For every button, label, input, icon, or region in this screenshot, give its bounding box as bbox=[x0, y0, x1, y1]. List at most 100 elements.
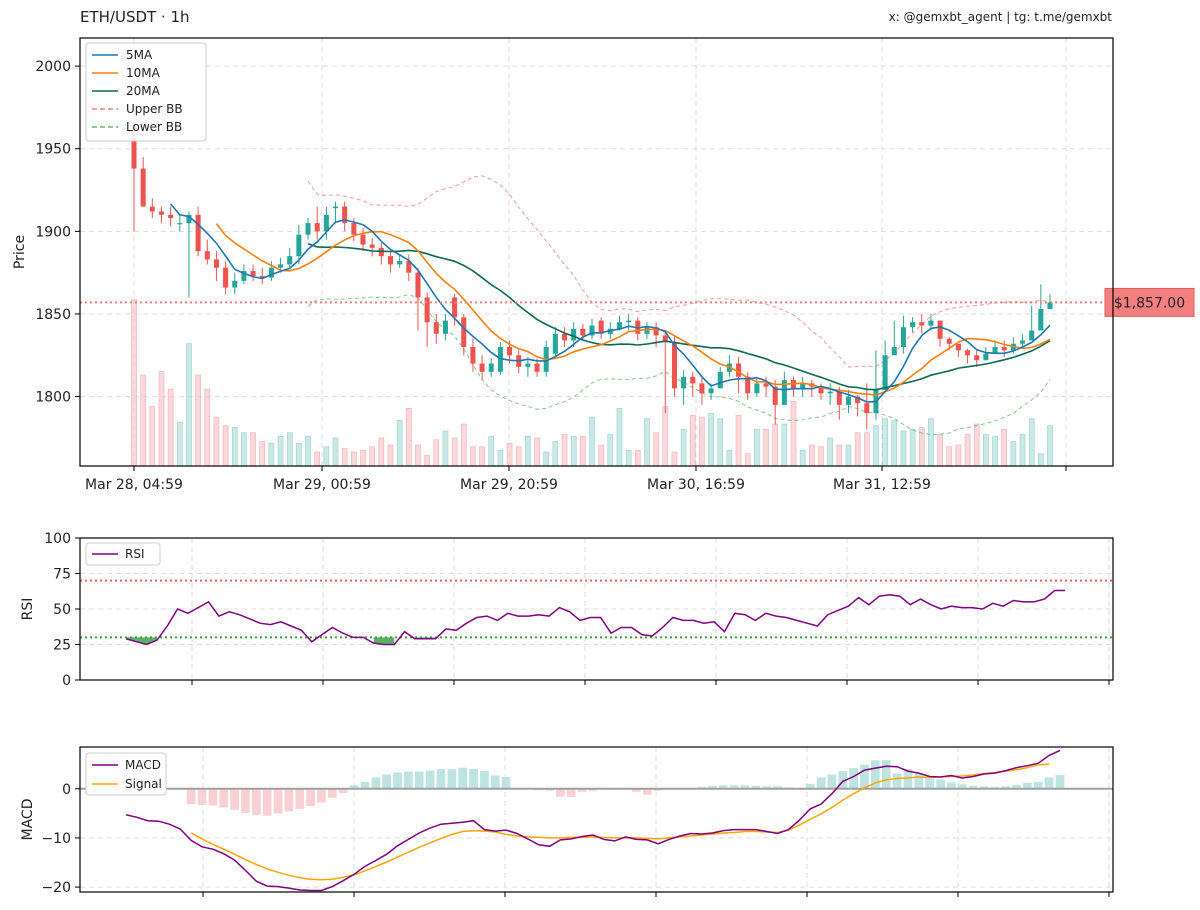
volume-bar bbox=[396, 420, 403, 467]
candle-body bbox=[717, 371, 723, 389]
legend-label: 5MA bbox=[126, 48, 153, 62]
volume-bar bbox=[415, 444, 421, 467]
macd-histogram-bar bbox=[284, 788, 294, 812]
macd-histogram-bar bbox=[979, 786, 989, 789]
candle-body bbox=[415, 272, 421, 298]
y-tick-label: 100 bbox=[44, 531, 71, 547]
candle-body bbox=[891, 347, 897, 356]
candle-body bbox=[314, 223, 320, 232]
volume-bar bbox=[149, 406, 156, 467]
candle-body bbox=[470, 347, 476, 364]
rsi-panel: 0 25 50 75 100 RSI RSI bbox=[20, 531, 1114, 689]
macd-histogram-bar bbox=[936, 779, 945, 789]
candle-body bbox=[1020, 340, 1026, 344]
volume-bar bbox=[717, 418, 724, 467]
volume-bar bbox=[955, 444, 962, 467]
macd-histogram-bar bbox=[219, 788, 229, 808]
volume-bar bbox=[809, 444, 815, 467]
candle-body bbox=[259, 275, 265, 278]
macd-histogram-bar bbox=[740, 785, 750, 789]
macd-histogram-bar bbox=[262, 788, 272, 816]
volume-bar bbox=[451, 437, 458, 467]
candle-body bbox=[910, 322, 916, 328]
candle-body bbox=[1038, 309, 1044, 331]
candle-body bbox=[525, 363, 531, 367]
macd-histogram-bar bbox=[957, 784, 967, 789]
volume-bar bbox=[726, 449, 733, 467]
volume-bar bbox=[378, 437, 385, 467]
volume-bar bbox=[140, 374, 146, 467]
volume-bar bbox=[580, 435, 586, 467]
candle-body bbox=[681, 376, 687, 389]
candle-body bbox=[223, 267, 229, 288]
candle-body bbox=[195, 214, 201, 252]
candle-body bbox=[149, 206, 155, 212]
volume-bar bbox=[744, 453, 751, 467]
volume-bar bbox=[479, 446, 485, 467]
candle-body bbox=[992, 347, 998, 354]
volume-bar bbox=[854, 432, 861, 467]
volume-bar bbox=[799, 449, 806, 467]
candle-body bbox=[900, 327, 906, 348]
macd-histogram-bar bbox=[1044, 777, 1054, 789]
ma5-line bbox=[169, 203, 1051, 403]
volume-bar bbox=[195, 374, 201, 467]
candle-body bbox=[323, 214, 329, 232]
volume-bar bbox=[937, 434, 943, 467]
macd-histogram-bar bbox=[251, 788, 261, 815]
volume-bar bbox=[204, 388, 211, 467]
volume-bar bbox=[900, 430, 907, 467]
candle-body bbox=[452, 297, 458, 318]
candle-body bbox=[653, 327, 659, 336]
y-tick-label: 1900 bbox=[35, 224, 71, 240]
candle-body bbox=[433, 322, 439, 334]
candle-body bbox=[250, 271, 256, 276]
macd-histogram-bar bbox=[447, 769, 457, 789]
volume-bar bbox=[442, 430, 449, 467]
candle-body bbox=[461, 317, 467, 348]
macd-histogram-bar bbox=[718, 785, 728, 789]
volume-bar bbox=[772, 423, 779, 467]
macd-histogram-bar bbox=[968, 785, 978, 789]
macd-histogram-bar bbox=[197, 788, 207, 805]
candle-body bbox=[287, 256, 293, 265]
macd-histogram-bar bbox=[490, 775, 500, 789]
macd-histogram-bar bbox=[338, 788, 348, 794]
volume-bar bbox=[296, 442, 302, 467]
price-axis-label: Price bbox=[12, 235, 28, 269]
volume-bar bbox=[863, 432, 870, 467]
macd-histogram-bar bbox=[382, 774, 391, 789]
volume-bar bbox=[158, 371, 165, 467]
macd-histogram-bar bbox=[295, 788, 305, 809]
volume-bar bbox=[231, 427, 238, 467]
macd-histogram-bar bbox=[816, 777, 826, 789]
candle-body bbox=[818, 386, 824, 394]
macd-histogram-bar bbox=[404, 771, 413, 789]
candle-body bbox=[836, 391, 842, 405]
candle-body bbox=[690, 376, 696, 384]
macd-histogram-bar bbox=[414, 771, 424, 789]
candle-body bbox=[177, 223, 183, 225]
volume-bar bbox=[341, 448, 348, 467]
lower-bb-line bbox=[307, 293, 1051, 436]
volume-bar bbox=[625, 449, 632, 467]
candle-body bbox=[763, 383, 769, 387]
legend-box bbox=[85, 42, 207, 142]
macd-histogram-bar bbox=[393, 772, 402, 789]
macd-histogram-bar bbox=[762, 786, 772, 789]
candle-body bbox=[598, 320, 604, 334]
candle-body bbox=[241, 271, 247, 281]
volume-bar bbox=[369, 446, 375, 467]
candle-body bbox=[497, 347, 503, 372]
volume-bar bbox=[552, 441, 559, 467]
macd-histogram-bar bbox=[230, 788, 239, 810]
volume-bar bbox=[561, 434, 568, 467]
macd-histogram-bar bbox=[186, 788, 196, 805]
volume-bar bbox=[1028, 418, 1035, 467]
macd-histogram-bar bbox=[577, 788, 587, 792]
candle-body bbox=[406, 261, 412, 273]
volume-bar bbox=[314, 451, 321, 467]
candle-body bbox=[736, 363, 742, 377]
volume-bar bbox=[222, 425, 229, 467]
